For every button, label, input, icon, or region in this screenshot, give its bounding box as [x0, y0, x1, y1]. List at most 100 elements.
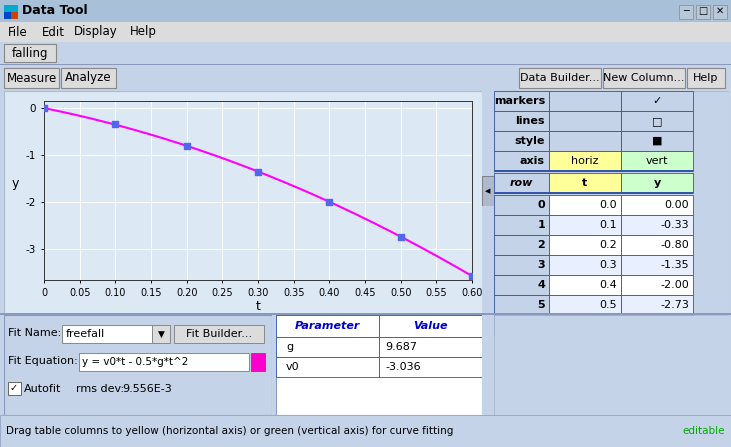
Bar	[152, 325, 170, 343]
Text: Autofit: Autofit	[24, 384, 61, 393]
Bar	[0, 64, 731, 65]
Bar	[621, 295, 693, 315]
Text: falling: falling	[12, 46, 48, 59]
Text: g: g	[286, 342, 293, 352]
Bar	[621, 111, 693, 131]
Text: lines: lines	[515, 116, 545, 126]
Text: Help: Help	[693, 73, 719, 83]
Text: -2.00: -2.00	[660, 280, 689, 290]
Text: Analyze: Analyze	[65, 72, 112, 84]
Bar	[549, 215, 621, 235]
Bar	[494, 235, 549, 255]
Text: New Column...: New Column...	[603, 73, 685, 83]
Text: row: row	[510, 178, 533, 188]
Text: markers: markers	[493, 96, 545, 106]
Text: v0: v0	[286, 362, 300, 372]
Text: ─: ─	[683, 6, 689, 16]
Bar	[276, 337, 379, 357]
Text: 9.556E-3: 9.556E-3	[122, 384, 172, 393]
Bar	[61, 68, 116, 88]
Point	[466, 272, 478, 279]
Text: Data Builder...: Data Builder...	[520, 73, 600, 83]
Text: 3: 3	[537, 260, 545, 270]
Bar	[621, 255, 693, 275]
Bar	[621, 235, 693, 255]
Bar	[4, 68, 59, 88]
Bar	[679, 5, 693, 19]
Point	[110, 120, 121, 127]
Text: 0.2: 0.2	[599, 240, 617, 250]
Bar	[713, 5, 727, 19]
Bar	[494, 173, 549, 193]
Text: -1.35: -1.35	[660, 260, 689, 270]
Text: ✕: ✕	[716, 6, 724, 16]
Bar	[276, 357, 379, 377]
Bar	[549, 173, 621, 193]
Text: ▼: ▼	[158, 329, 164, 338]
Text: ■: ■	[652, 136, 662, 146]
Text: 1: 1	[537, 220, 545, 230]
Bar	[494, 275, 549, 295]
Text: freefall: freefall	[66, 329, 105, 339]
Text: 0.1: 0.1	[599, 220, 617, 230]
Bar	[549, 131, 621, 151]
Text: □: □	[698, 6, 708, 16]
Bar	[79, 353, 249, 371]
Bar	[4, 5, 18, 19]
Text: 0.3: 0.3	[599, 260, 617, 270]
Bar	[549, 275, 621, 295]
Text: 0.4: 0.4	[599, 280, 617, 290]
Text: □: □	[652, 116, 662, 126]
Bar	[549, 315, 621, 335]
Point	[38, 105, 50, 112]
Bar	[494, 170, 693, 172]
Bar	[621, 91, 693, 111]
Bar	[276, 315, 379, 337]
Bar	[621, 151, 693, 171]
Bar	[4, 44, 56, 62]
Text: editable: editable	[683, 426, 725, 436]
Text: Parameter: Parameter	[295, 321, 360, 331]
Text: File: File	[8, 25, 28, 38]
Bar	[379, 315, 482, 337]
Text: -0.33: -0.33	[660, 220, 689, 230]
Text: Drag table columns to yellow (horizontal axis) or green (vertical axis) for curv: Drag table columns to yellow (horizontal…	[6, 426, 453, 436]
Bar	[549, 195, 621, 215]
Bar	[494, 151, 549, 171]
Text: Help: Help	[130, 25, 157, 38]
Bar	[621, 215, 693, 235]
Text: 5: 5	[537, 300, 545, 310]
Text: 9.687: 9.687	[385, 342, 417, 352]
Bar	[696, 5, 710, 19]
Text: t: t	[583, 178, 588, 188]
Text: Measure: Measure	[7, 72, 56, 84]
Bar	[621, 275, 693, 295]
Bar	[379, 357, 482, 377]
Text: -0.80: -0.80	[660, 240, 689, 250]
Text: axis: axis	[520, 156, 545, 166]
Text: ✓: ✓	[10, 384, 18, 393]
Point	[324, 199, 336, 206]
Text: -2.73: -2.73	[660, 300, 689, 310]
Bar	[379, 337, 482, 357]
Bar	[251, 353, 265, 371]
Bar	[603, 68, 685, 88]
Text: Fit Equation:: Fit Equation:	[8, 356, 77, 366]
Text: 0.5: 0.5	[599, 300, 617, 310]
Text: 0.0: 0.0	[599, 200, 617, 210]
Text: 2: 2	[537, 240, 545, 250]
Text: Edit: Edit	[42, 25, 65, 38]
Bar	[621, 195, 693, 215]
Bar	[62, 325, 152, 343]
Bar	[4, 5, 11, 19]
Bar	[621, 131, 693, 151]
Bar	[494, 131, 549, 151]
Text: Value: Value	[413, 321, 448, 331]
Bar	[4, 5, 18, 12]
Text: style: style	[515, 136, 545, 146]
Y-axis label: y: y	[11, 177, 18, 190]
Text: rms dev:: rms dev:	[76, 384, 124, 393]
Bar	[621, 315, 693, 335]
Bar	[549, 111, 621, 131]
Bar	[549, 295, 621, 315]
